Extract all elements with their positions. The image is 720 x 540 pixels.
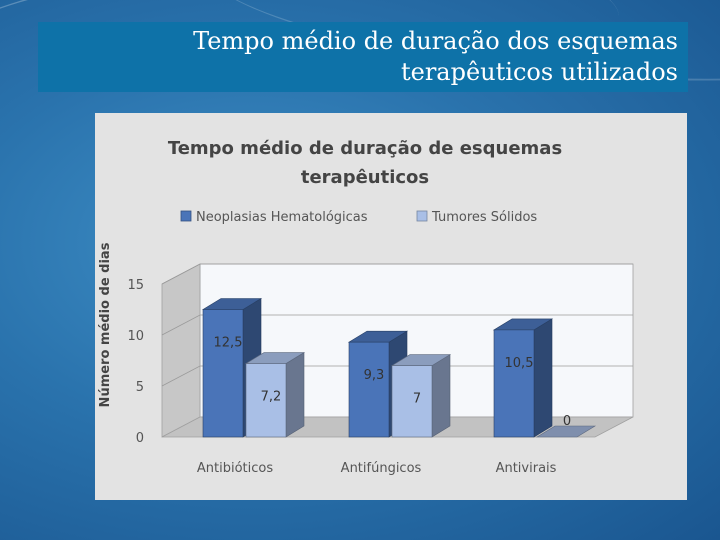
bar-series-2-front — [391, 365, 433, 438]
data-label: 0 — [563, 414, 571, 429]
y-tick-label: 5 — [136, 380, 144, 395]
bar-series-2-front — [245, 363, 287, 438]
legend-swatch — [180, 210, 192, 222]
x-tick-label: Antibióticos — [197, 461, 273, 476]
bar-series-1-front — [493, 329, 535, 438]
y-tick-label: 0 — [136, 431, 144, 446]
slide-title: Tempo médio de duração dos esquemas tera… — [38, 22, 688, 92]
gridline — [161, 314, 633, 336]
bar-series-2-flat — [535, 425, 597, 438]
x-tick-label: Antivirais — [496, 461, 557, 476]
chart-title-line-2: terapêuticos — [301, 167, 429, 188]
plot-area: 0 5 10 15 12,5 7,2 Antibióticos 9,3 7 Antifúngico… — [127, 263, 634, 476]
data-label: 7,2 — [261, 390, 282, 405]
bar-series-2-side — [285, 352, 305, 438]
bar-chart: Tempo médio de duração de esquemas terap… — [98, 138, 634, 476]
slide-title-line-2: terapêuticos utilizados — [400, 58, 678, 86]
x-tick-label: Antifúngicos — [341, 461, 422, 476]
data-label: 7 — [413, 392, 421, 407]
data-label: 10,5 — [505, 356, 534, 371]
y-axis-label: Número médio de dias — [98, 242, 113, 407]
bar-series-1-front — [202, 309, 244, 438]
legend-label: Tumores Sólidos — [431, 210, 537, 225]
chart-title-line-1: Tempo médio de duração de esquemas — [168, 138, 562, 159]
chart-side-wall — [161, 263, 201, 438]
slide-title-line-1: Tempo médio de duração dos esquemas — [193, 27, 678, 55]
data-label: 9,3 — [364, 368, 385, 383]
bar-series-2-side — [431, 354, 451, 438]
bar-series-1-front — [348, 341, 390, 438]
chart-panel: Tempo médio de duração de esquemas terap… — [95, 113, 687, 500]
y-tick-label: 15 — [127, 278, 144, 293]
y-tick-label: 10 — [127, 329, 144, 344]
chart-legend: Neoplasias Hematológicas Tumores Sólidos — [180, 210, 537, 225]
legend-label: Neoplasias Hematológicas — [196, 210, 368, 225]
gridline — [161, 365, 633, 387]
legend-swatch — [416, 210, 428, 222]
data-label: 12,5 — [214, 336, 243, 351]
bar-series-1-side — [533, 318, 553, 438]
gridline — [161, 263, 633, 285]
